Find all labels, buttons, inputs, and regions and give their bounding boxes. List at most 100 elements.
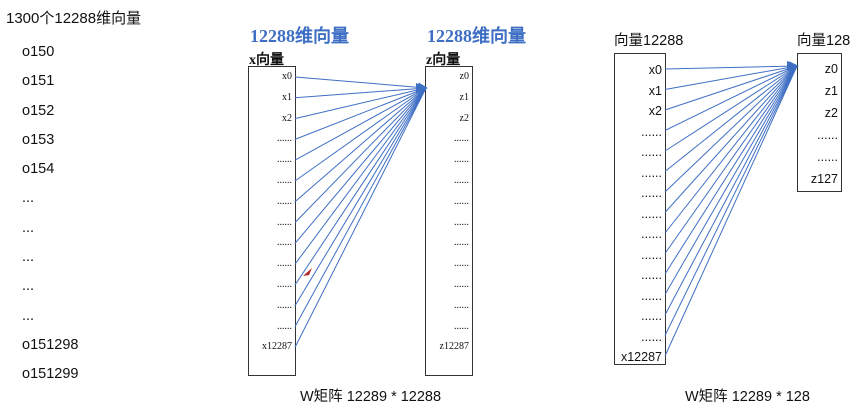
vector-item: o151298 xyxy=(22,336,79,353)
vector-item: o150 xyxy=(22,44,55,60)
vector-cell: z2 xyxy=(459,112,469,124)
connection-line xyxy=(294,87,427,161)
connection-line xyxy=(664,65,798,172)
vector-item: ... xyxy=(22,249,35,266)
vector-cell: ...... xyxy=(641,124,662,139)
middle-output-heading: 12288维向量 xyxy=(427,26,526,46)
middle-caption: W矩阵 12289 * 12288 xyxy=(300,389,442,405)
vector-cell: ...... xyxy=(277,279,292,290)
vector-cell: x12287 xyxy=(620,350,662,364)
vector-cell: ...... xyxy=(454,279,469,290)
right-input-heading: 向量12288 xyxy=(614,33,684,49)
connection-line xyxy=(664,61,799,72)
vector-cell: ...... xyxy=(641,309,662,323)
connection-line xyxy=(294,87,427,265)
vector-item: o154 xyxy=(22,161,55,178)
vector-cell: ...... xyxy=(277,195,292,207)
vector-cell: ...... xyxy=(641,186,662,200)
vector-item: o151 xyxy=(22,73,55,90)
connection-line xyxy=(664,65,798,152)
connection-line xyxy=(294,87,427,244)
connection-line xyxy=(664,65,798,357)
vector-cell: ...... xyxy=(817,128,838,142)
vector-cell: ...... xyxy=(454,237,469,249)
vector-cell: ...... xyxy=(641,329,662,344)
vector-item: ... xyxy=(22,307,35,324)
vector-cell: x0 xyxy=(282,71,292,82)
middle-input-heading: 12288维向量 xyxy=(250,26,349,46)
vector-cell: ...... xyxy=(454,175,469,186)
vector-cell: ...... xyxy=(641,165,662,180)
connection-line xyxy=(294,87,427,307)
connection-line xyxy=(294,87,427,223)
vector-cell: ...... xyxy=(454,195,469,207)
vector-item: o151299 xyxy=(22,366,79,383)
connection-line xyxy=(664,65,798,275)
vector-cell: x1 xyxy=(648,83,662,98)
vector-cell: ...... xyxy=(641,206,662,221)
connection-line xyxy=(664,65,798,131)
vector-cell: ...... xyxy=(277,258,292,270)
vector-cell: ...... xyxy=(454,133,469,145)
vector-item: o152 xyxy=(22,102,55,119)
connection-line xyxy=(664,65,798,193)
vector-cell: x12287 xyxy=(262,341,292,353)
connection-line xyxy=(294,76,428,93)
vector-cell: ...... xyxy=(277,133,292,145)
connection-line xyxy=(294,87,427,286)
vector-cell: x0 xyxy=(648,63,662,77)
z-vector-box: z0 z1 z2..................................… xyxy=(425,66,473,376)
vector-cell: z1 xyxy=(824,84,838,98)
connection-line xyxy=(294,87,427,203)
connection-line xyxy=(294,87,427,120)
vector-cell: ...... xyxy=(277,154,292,166)
z-vector-label: z向量 xyxy=(426,53,461,68)
connection-line xyxy=(664,65,798,213)
connection-line xyxy=(294,87,427,327)
vector-cell: ...... xyxy=(641,145,662,159)
vector-cell: ...... xyxy=(641,288,662,303)
x-vector-box: x0 x1 x2..................................… xyxy=(248,66,296,376)
vector-cell: z0 xyxy=(824,62,838,76)
vector-cell: z0 xyxy=(459,71,469,82)
cursor-mark xyxy=(303,268,312,276)
vector-cell: ...... xyxy=(277,299,292,311)
vector-cell: ...... xyxy=(454,299,469,311)
right-z-vector-box: z0 z1 z2............ z127 xyxy=(797,53,842,192)
vector-cell: x2 xyxy=(648,104,662,118)
vector-cell: ...... xyxy=(277,175,292,186)
vector-cell: ...... xyxy=(641,227,662,241)
vector-cell: ...... xyxy=(454,320,469,332)
connection-line xyxy=(294,87,427,99)
vector-item: o153 xyxy=(22,131,55,148)
arrow-head xyxy=(787,61,798,71)
connection-line xyxy=(664,65,798,90)
vector-cell: z1 xyxy=(459,91,469,103)
right-caption: W矩阵 12289 * 128 xyxy=(685,389,810,405)
right-output-heading: 向量128 xyxy=(797,33,851,49)
vector-cell: x2 xyxy=(282,112,292,124)
left-title: 1300个12288维向量 xyxy=(6,10,142,27)
vector-cell: ...... xyxy=(817,150,838,164)
vector-cell: ...... xyxy=(641,247,662,262)
vector-item: ... xyxy=(22,278,35,295)
vector-cell: z12287 xyxy=(439,341,469,353)
connection-line xyxy=(664,65,798,336)
vector-cell: x1 xyxy=(282,91,292,103)
connection-line xyxy=(664,65,798,111)
connection-line xyxy=(664,65,798,295)
connection-line xyxy=(664,65,798,234)
vector-cell: ...... xyxy=(454,216,469,228)
vector-cell: ...... xyxy=(641,268,662,282)
vector-list: o150 o151 o152 o153 o154............... o1512… xyxy=(22,38,78,390)
connection-line xyxy=(664,65,798,316)
x-vector-label: x向量 xyxy=(249,53,284,68)
connection-line xyxy=(294,87,427,182)
vector-cell: z2 xyxy=(824,106,838,120)
vector-cell: ...... xyxy=(454,258,469,270)
right-x-vector-box: x0 x1 x2..................................… xyxy=(614,53,666,365)
connection-line xyxy=(294,87,427,140)
vector-cell: ...... xyxy=(277,237,292,249)
vector-item: ... xyxy=(22,219,35,236)
vector-item: ... xyxy=(22,190,35,207)
